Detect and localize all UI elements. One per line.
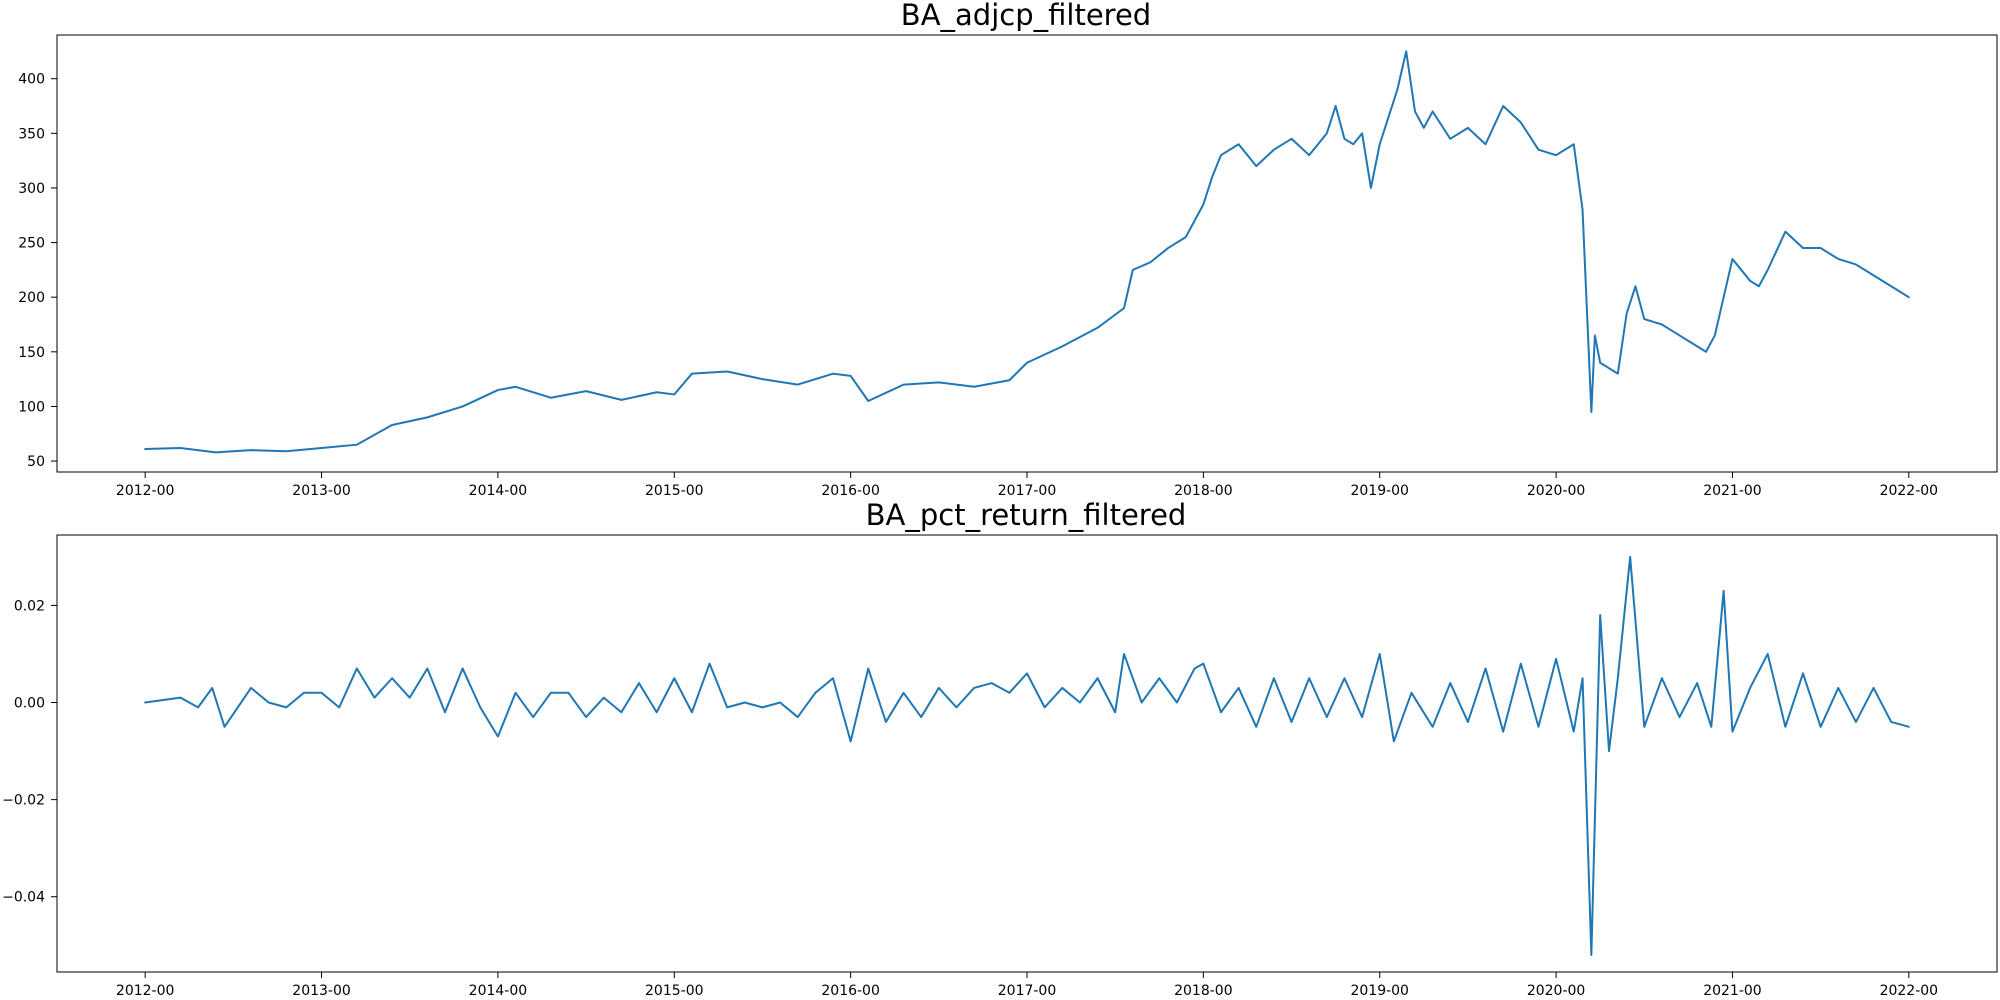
x-tick-label: 2012-00 bbox=[116, 983, 175, 999]
x-tick-label: 2017-00 bbox=[998, 483, 1057, 499]
x-tick-label: 2014-00 bbox=[469, 983, 528, 999]
x-tick-label: 2013-00 bbox=[292, 983, 351, 999]
x-tick-label: 2014-00 bbox=[469, 483, 528, 499]
x-tick-label: 2018-00 bbox=[1174, 983, 1233, 999]
y-tick-label: 0.00 bbox=[14, 696, 45, 712]
y-tick-label: 50 bbox=[27, 454, 45, 470]
chart-title: BA_adjcp_filtered bbox=[901, 0, 1151, 32]
x-tick-label: 2021-00 bbox=[1703, 983, 1762, 999]
x-tick-label: 2017-00 bbox=[998, 983, 1057, 999]
series-line-adjcp bbox=[144, 50, 1910, 454]
x-tick-label: 2020-00 bbox=[1527, 983, 1586, 999]
x-tick-label: 2022-00 bbox=[1880, 483, 1939, 499]
chart-panel-adjcp: BA_adjcp_filtered 2012-00 2013-00 2014-00 2… bbox=[18, 0, 1998, 499]
y-tick-label: 350 bbox=[18, 126, 45, 142]
x-tick-label: 2013-00 bbox=[292, 483, 351, 499]
y-tick-label: 250 bbox=[18, 236, 45, 252]
y-tick-label: 0.02 bbox=[14, 598, 45, 614]
y-tick-label: 200 bbox=[18, 290, 45, 306]
y-tick-label: −0.04 bbox=[2, 890, 45, 906]
y-tick-label: 150 bbox=[18, 345, 45, 361]
x-tick-label: 2021-00 bbox=[1703, 483, 1762, 499]
chart-title: BA_pct_return_filtered bbox=[866, 498, 1187, 532]
x-tick-label: 2019-00 bbox=[1350, 483, 1409, 499]
chart-panel-pct-return: BA_pct_return_filtered 2012-00 2013-00 201… bbox=[2, 498, 1998, 999]
series-line-pct-return bbox=[144, 555, 1910, 957]
x-tick-label: 2012-00 bbox=[116, 483, 175, 499]
y-axis: 50 100 150 200 250 300 350 400 bbox=[18, 72, 57, 470]
y-tick-label: 100 bbox=[18, 399, 45, 415]
x-tick-label: 2018-00 bbox=[1174, 483, 1233, 499]
x-axis: 2012-00 2013-00 2014-00 2015-00 2016-00 2017-… bbox=[116, 472, 1938, 499]
x-tick-label: 2020-00 bbox=[1527, 483, 1586, 499]
y-axis: −0.04 −0.02 0.00 0.02 bbox=[2, 598, 57, 906]
x-tick-label: 2022-00 bbox=[1880, 983, 1939, 999]
y-tick-label: −0.02 bbox=[2, 793, 45, 809]
x-tick-label: 2019-00 bbox=[1350, 983, 1409, 999]
x-tick-label: 2016-00 bbox=[821, 983, 880, 999]
y-tick-label: 400 bbox=[18, 72, 45, 88]
y-tick-label: 300 bbox=[18, 181, 45, 197]
x-tick-label: 2015-00 bbox=[645, 483, 704, 499]
x-tick-label: 2015-00 bbox=[645, 983, 704, 999]
x-axis: 2012-00 2013-00 2014-00 2015-00 2016-00 2017-… bbox=[116, 972, 1938, 999]
x-tick-label: 2016-00 bbox=[821, 483, 880, 499]
